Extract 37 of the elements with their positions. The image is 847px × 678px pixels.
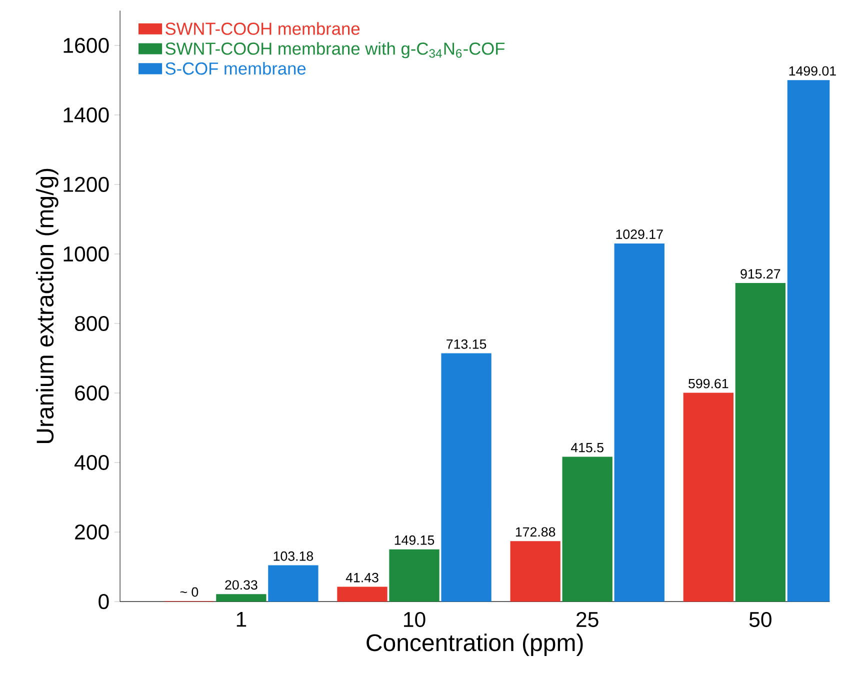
bar	[510, 541, 560, 602]
y-tick-label: 1200	[64, 177, 109, 192]
bar	[337, 586, 388, 602]
y-tick-label: 1000	[64, 246, 109, 262]
legend-label: SWNT-COOH membrane	[166, 22, 360, 36]
x-tick-label: 1	[236, 612, 246, 627]
data-label: 915.27	[740, 269, 780, 279]
x-axis-title: Concentration (ppm)	[366, 634, 583, 656]
y-tick-label: 600	[75, 386, 109, 401]
x-tick-label: 50	[749, 612, 772, 628]
data-label: 149.15	[394, 536, 434, 546]
y-tick-label: 800	[74, 316, 109, 332]
bar	[683, 392, 734, 602]
x-tick-label: 10	[404, 612, 426, 628]
y-tick-label: 200	[75, 524, 109, 540]
bar	[389, 550, 440, 602]
data-label: 415.5	[570, 443, 604, 452]
data-label: ~ 0	[180, 587, 198, 597]
data-label: 41.43	[346, 573, 378, 583]
y-tick-label: 0	[98, 594, 109, 610]
data-label: 103.18	[274, 552, 314, 562]
data-label: 713.15	[446, 340, 486, 350]
bar	[735, 283, 786, 602]
legend-label: SWNT-COOH membrane with g-C$_{34}$N$_{6}$-COF	[166, 42, 505, 58]
data-label: 1029.17	[616, 230, 663, 240]
legend-label: S-COF membrane	[166, 62, 306, 75]
x-tick-label: 25	[576, 612, 598, 628]
y-tick-label: 1400	[64, 108, 109, 123]
data-label: 20.33	[225, 580, 258, 590]
y-axis-title: Uranium extraction (mg/g)	[36, 169, 58, 444]
data-label: 599.61	[688, 379, 728, 388]
bar	[562, 456, 612, 602]
data-label: 172.88	[516, 527, 556, 537]
y-tick-label: 1600	[64, 38, 109, 54]
y-tick-label: 400	[74, 455, 109, 470]
data-label: 1499.01	[789, 66, 836, 76]
bar	[216, 594, 266, 602]
